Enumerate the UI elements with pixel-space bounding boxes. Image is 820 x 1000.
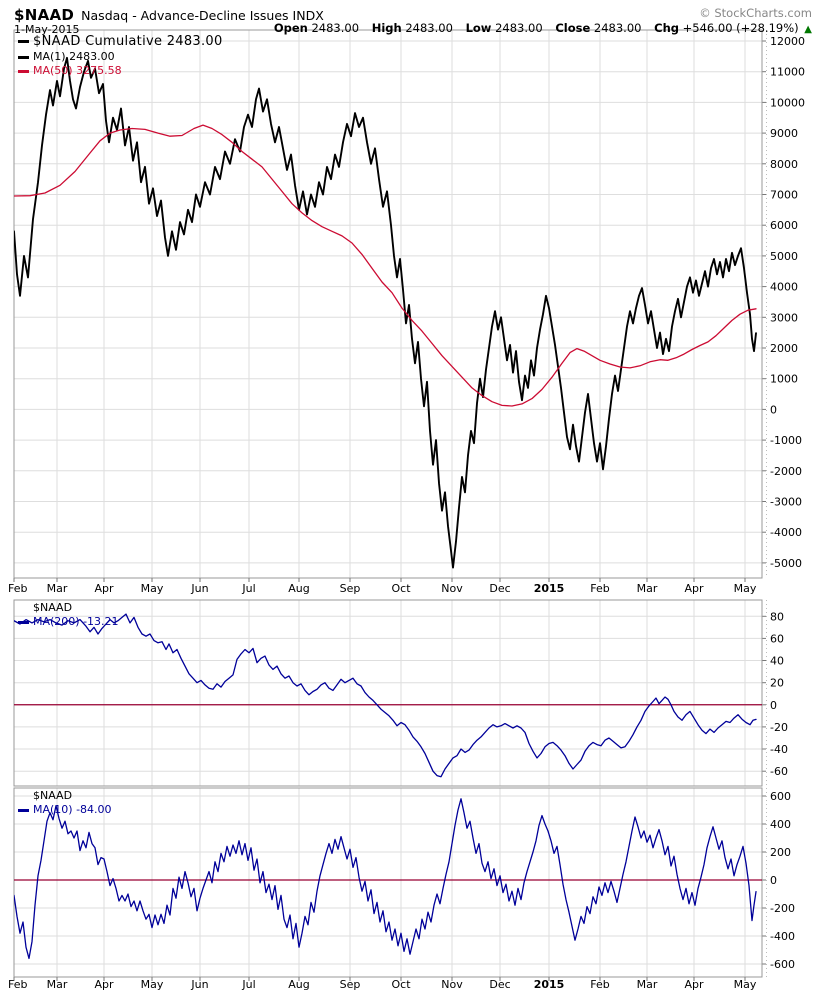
copyright-text: © StockCharts.com — [699, 6, 812, 20]
svg-text:0: 0 — [770, 699, 777, 712]
svg-text:20: 20 — [770, 677, 784, 690]
svg-text:600: 600 — [770, 790, 791, 803]
svg-text:Jun: Jun — [190, 978, 208, 991]
svg-text:Dec: Dec — [489, 582, 510, 595]
quote-bar: Open 2483.00 High 2483.00 Low 2483.00 Cl… — [274, 21, 812, 35]
high-label: High — [371, 21, 402, 35]
chg-label: Chg — [654, 21, 679, 35]
svg-text:May: May — [734, 978, 757, 991]
svg-text:-20: -20 — [770, 721, 788, 734]
open-value: 2483.00 — [311, 21, 360, 35]
svg-text:80: 80 — [770, 610, 784, 623]
svg-text:2015: 2015 — [534, 978, 565, 991]
svg-text:Nov: Nov — [441, 582, 463, 595]
svg-text:-400: -400 — [770, 930, 795, 943]
svg-text:May: May — [734, 582, 757, 595]
svg-text:Feb: Feb — [8, 582, 27, 595]
chart-date: 1-May-2015 — [14, 23, 80, 36]
svg-text:10000: 10000 — [770, 96, 805, 109]
svg-text:-1000: -1000 — [770, 434, 802, 447]
svg-text:Jul: Jul — [241, 582, 255, 595]
low-value: 2483.00 — [495, 21, 543, 35]
svg-text:9000: 9000 — [770, 127, 798, 140]
svg-text:5000: 5000 — [770, 250, 798, 263]
page-title: Nasdaq - Advance-Decline Issues INDX — [81, 8, 324, 23]
svg-text:Nov: Nov — [441, 978, 463, 991]
svg-text:Feb: Feb — [590, 978, 609, 991]
svg-text:Oct: Oct — [391, 582, 411, 595]
svg-text:-3000: -3000 — [770, 496, 802, 509]
svg-text:6000: 6000 — [770, 219, 798, 232]
svg-text:0: 0 — [770, 403, 777, 416]
svg-text:8000: 8000 — [770, 158, 798, 171]
svg-text:200: 200 — [770, 846, 791, 859]
header: $NAAD Nasdaq - Advance-Decline Issues IND… — [14, 5, 324, 24]
svg-text:4000: 4000 — [770, 281, 798, 294]
svg-text:-2000: -2000 — [770, 465, 802, 478]
open-label: Open — [273, 21, 308, 35]
svg-text:Sep: Sep — [340, 582, 361, 595]
svg-text:-40: -40 — [770, 743, 788, 756]
svg-text:12000: 12000 — [770, 35, 805, 48]
svg-text:Apr: Apr — [684, 978, 704, 991]
svg-text:Feb: Feb — [8, 978, 27, 991]
svg-text:Feb: Feb — [590, 582, 609, 595]
svg-text:Mar: Mar — [637, 582, 658, 595]
svg-text:Apr: Apr — [684, 582, 704, 595]
svg-text:Apr: Apr — [94, 582, 114, 595]
svg-text:May: May — [141, 978, 164, 991]
svg-text:Jun: Jun — [190, 582, 208, 595]
low-label: Low — [465, 21, 492, 35]
svg-text:1000: 1000 — [770, 373, 798, 386]
svg-text:0: 0 — [770, 874, 777, 887]
close-label: Close — [555, 21, 591, 35]
svg-text:Oct: Oct — [391, 978, 411, 991]
svg-text:Aug: Aug — [288, 582, 309, 595]
svg-text:Dec: Dec — [489, 978, 510, 991]
svg-text:Mar: Mar — [47, 582, 68, 595]
chg-value: +546.00 (+28.19%) — [682, 21, 799, 35]
svg-text:-200: -200 — [770, 902, 795, 915]
svg-text:11000: 11000 — [770, 66, 805, 79]
svg-text:-5000: -5000 — [770, 557, 802, 570]
high-value: 2483.00 — [405, 21, 453, 35]
svg-text:Mar: Mar — [637, 978, 658, 991]
svg-text:-600: -600 — [770, 958, 795, 971]
svg-text:400: 400 — [770, 818, 791, 831]
svg-text:Mar: Mar — [47, 978, 68, 991]
svg-text:60: 60 — [770, 632, 784, 645]
svg-text:Aug: Aug — [288, 978, 309, 991]
svg-text:Sep: Sep — [340, 978, 361, 991]
svg-text:-4000: -4000 — [770, 526, 802, 539]
symbol-label: $NAAD — [14, 6, 75, 24]
svg-text:-60: -60 — [770, 765, 788, 778]
svg-text:7000: 7000 — [770, 189, 798, 202]
up-arrow-icon: ▲ — [804, 24, 812, 35]
svg-text:3000: 3000 — [770, 311, 798, 324]
close-value: 2483.00 — [593, 21, 642, 35]
svg-text:Jul: Jul — [241, 978, 255, 991]
svg-text:May: May — [141, 582, 164, 595]
svg-text:2015: 2015 — [534, 582, 565, 595]
svg-text:40: 40 — [770, 655, 784, 668]
svg-text:Apr: Apr — [94, 978, 114, 991]
svg-text:2000: 2000 — [770, 342, 798, 355]
